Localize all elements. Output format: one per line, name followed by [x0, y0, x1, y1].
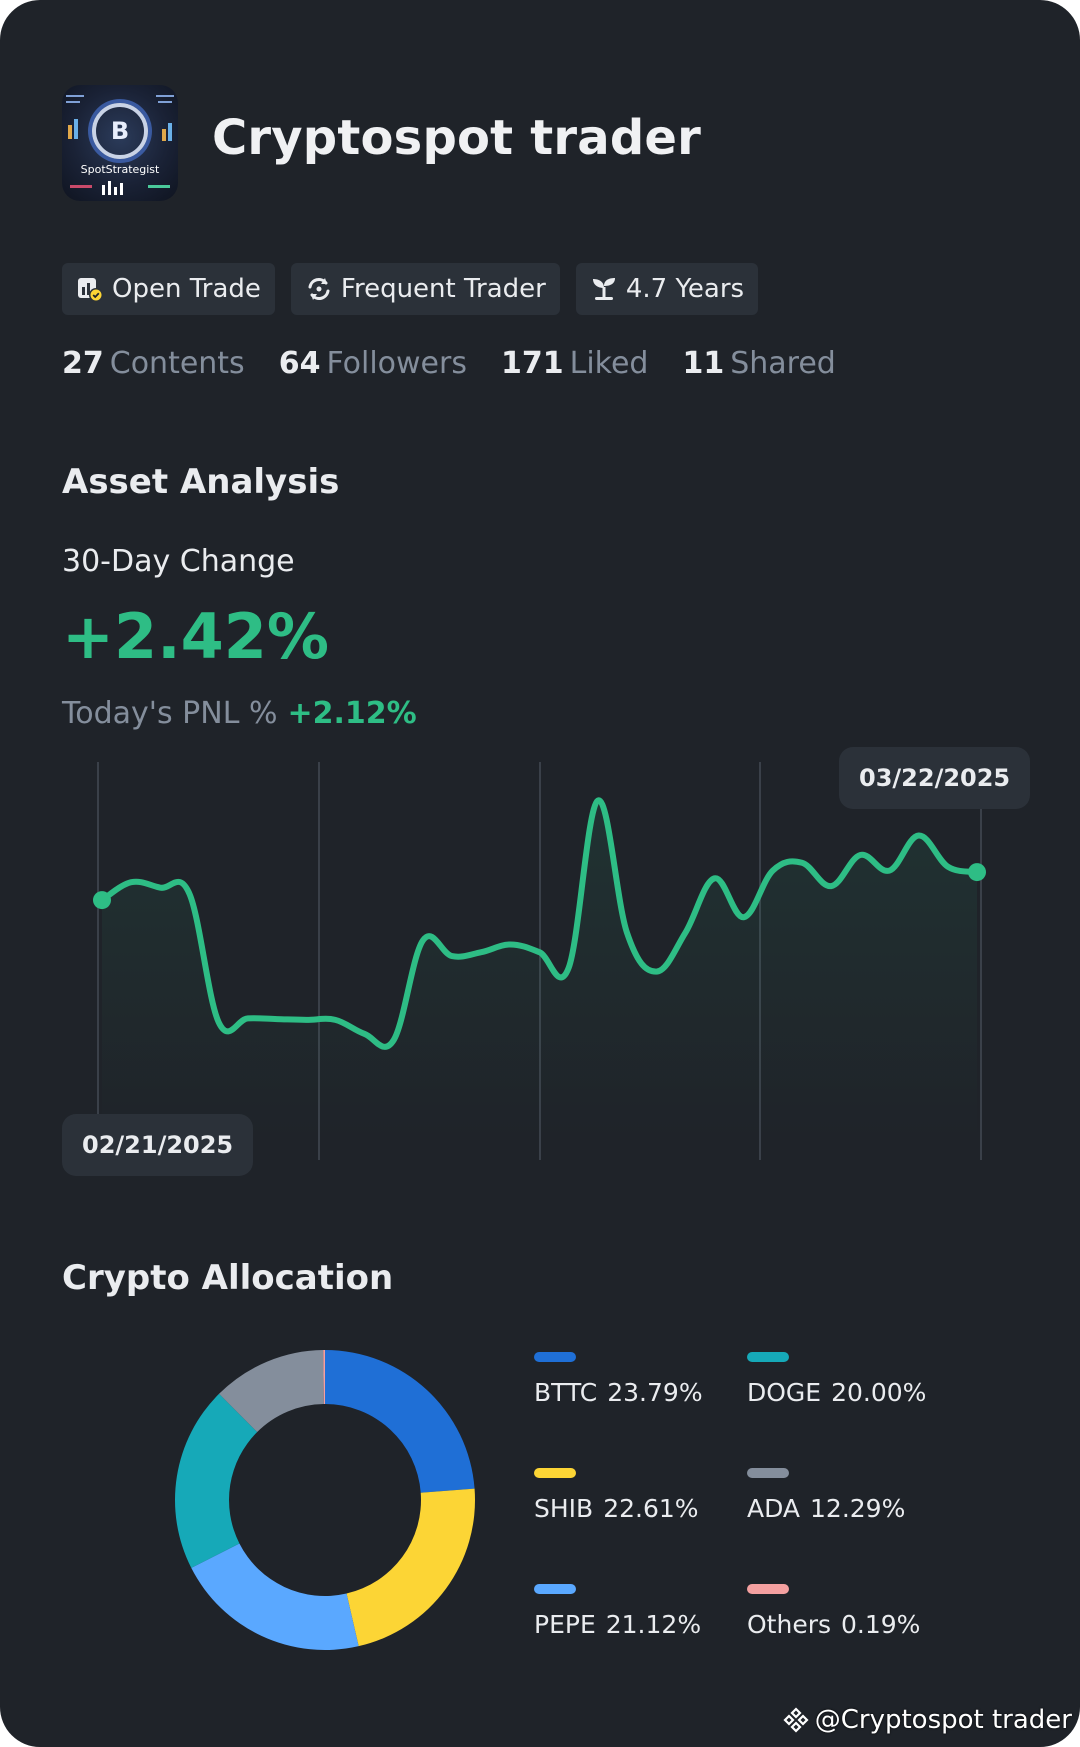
legend-pct: 20.00%	[831, 1378, 927, 1407]
avatar-ring	[92, 103, 148, 159]
binance-logo-icon	[783, 1707, 809, 1733]
legend-swatch	[534, 1468, 576, 1478]
legend-item-doge[interactable]: DOGE 20.00%	[747, 1352, 926, 1407]
watermark-text: @Cryptospot trader	[814, 1705, 1072, 1735]
legend-name: BTTC	[534, 1378, 598, 1407]
legend-swatch	[747, 1468, 789, 1478]
stat-label: Contents	[109, 346, 245, 381]
refresh-icon	[308, 278, 330, 300]
legend-swatch	[534, 1584, 576, 1594]
donut-slice-ada[interactable]	[219, 1350, 324, 1433]
crypto-allocation-title: Crypto Allocation	[62, 1258, 394, 1298]
allocation-donut-chart[interactable]	[170, 1345, 480, 1655]
tag-frequent-trader[interactable]: Frequent Trader	[290, 263, 560, 315]
stat-value: 171	[500, 346, 564, 381]
legend-swatch	[747, 1584, 789, 1594]
legend-item-ada[interactable]: ADA 12.29%	[747, 1468, 905, 1523]
stat-value: 11	[682, 346, 725, 381]
pnl-line-chart[interactable]	[0, 740, 1080, 1180]
chart-area-fill	[102, 800, 977, 1140]
legend-item-shib[interactable]: SHIB 22.61%	[534, 1468, 699, 1523]
legend-name: ADA	[747, 1494, 801, 1523]
end-date-label: 03/22/2025	[839, 747, 1031, 809]
donut-slice-pepe[interactable]	[191, 1543, 359, 1650]
legend-pct: 0.19%	[841, 1610, 921, 1639]
legend-name: SHIB	[534, 1494, 594, 1523]
stat-label: Shared	[730, 346, 836, 381]
open-trade-icon	[78, 278, 103, 302]
chart-series-line	[99, 797, 980, 1050]
tag-open-trade[interactable]: Open Trade	[62, 263, 275, 315]
stat-shared[interactable]: 11 Shared	[682, 346, 835, 381]
tag-years[interactable]: 4.7 Years	[575, 263, 759, 315]
tag-list: Open Trade Frequent Trader 4.7 Years	[62, 263, 759, 315]
legend-item-bttc[interactable]: BTTC 23.79%	[534, 1352, 703, 1407]
legend-pct: 23.79%	[607, 1378, 703, 1407]
asset-analysis-title: Asset Analysis	[62, 462, 340, 502]
legend-pct: 12.29%	[810, 1494, 906, 1523]
legend-pct: 22.61%	[603, 1494, 699, 1523]
stat-followers[interactable]: 64 Followers	[279, 346, 467, 381]
legend-name: Others	[747, 1610, 832, 1639]
avatar-caption: SpotStrategist	[80, 163, 160, 176]
stat-value: 64	[278, 346, 321, 381]
profile-name: Cryptospot trader	[212, 110, 702, 166]
avatar-letter: B	[110, 117, 130, 145]
legend-swatch	[534, 1352, 576, 1362]
period-label: 30-Day Change	[62, 544, 295, 579]
legend-item-others[interactable]: Others 0.19%	[747, 1584, 920, 1639]
change-value: +2.42%	[62, 600, 330, 673]
stats-row: 27 Contents 64 Followers 171 Liked 11 Shared	[62, 346, 836, 381]
avatar-decoration-icon	[66, 95, 174, 195]
chart-end-point[interactable]	[968, 863, 986, 882]
stat-liked[interactable]: 171 Liked	[501, 346, 648, 381]
start-date-label: 02/21/2025	[62, 1114, 254, 1176]
legend-pct: 21.12%	[605, 1610, 702, 1639]
donut-slice-doge[interactable]	[175, 1393, 258, 1568]
watermark: @Cryptospot trader	[783, 1705, 1072, 1735]
legend-swatch	[747, 1352, 789, 1362]
donut-slice-shib[interactable]	[346, 1488, 475, 1647]
tag-label: 4.7 Years	[625, 274, 745, 304]
pnl-value: +2.12%	[287, 696, 417, 731]
sprout-icon	[592, 278, 615, 300]
legend-name: DOGE	[747, 1378, 822, 1407]
stat-label: Followers	[326, 346, 467, 381]
stat-value: 27	[62, 346, 104, 381]
legend-name: PEPE	[534, 1610, 596, 1639]
donut-slice-bttc[interactable]	[325, 1350, 475, 1493]
tag-label: Open Trade	[112, 274, 261, 304]
tag-label: Frequent Trader	[340, 274, 546, 304]
pnl-label: Today's PNL %	[62, 696, 278, 731]
stat-label: Liked	[569, 346, 649, 381]
todays-pnl: Today's PNL % +2.12%	[62, 696, 417, 731]
stat-contents[interactable]: 27 Contents	[62, 346, 245, 381]
donut-slice-others[interactable]	[323, 1350, 325, 1405]
chart-start-point[interactable]	[93, 891, 111, 910]
legend-item-pepe[interactable]: PEPE 21.12%	[534, 1584, 701, 1639]
avatar[interactable]: B SpotStrategist	[62, 85, 178, 201]
